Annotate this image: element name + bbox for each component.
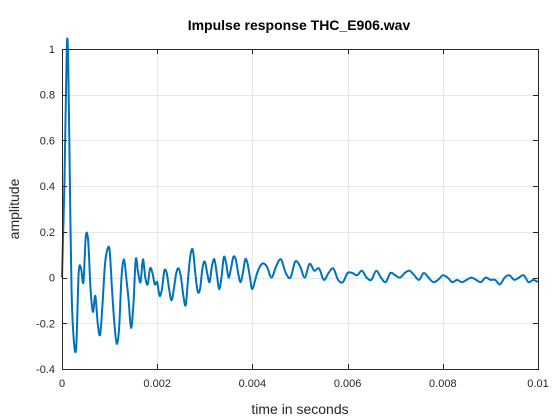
- tick-layer: 0 0.002 0.004 0.006 0.008 0.01 -0.4 -0.2 0 0.2 0.4…: [36, 44, 549, 390]
- plot-area: [62, 49, 538, 369]
- axes-box: [62, 49, 539, 370]
- x-tick-label: 0.004: [239, 378, 267, 390]
- y-tick-label: 0.6: [40, 135, 55, 147]
- x-tick-label: 0.006: [334, 378, 362, 390]
- x-tick-label: 0.008: [429, 378, 457, 390]
- x-tick-label: 0: [59, 378, 65, 390]
- chart-title: Impulse response THC_E906.wav: [188, 17, 411, 33]
- series-layer: [61, 37, 539, 354]
- x-tick-label: 0.01: [527, 378, 548, 390]
- x-axis-label: time in seconds: [251, 401, 348, 417]
- y-tick-label: -0.2: [36, 318, 55, 330]
- impulse-response-line: [61, 37, 539, 354]
- y-tick-label: 0.4: [40, 181, 55, 193]
- y-tick-label: 0: [49, 273, 55, 285]
- y-tick-label: -0.4: [36, 364, 55, 376]
- y-axis-label: amplitude: [6, 178, 22, 239]
- y-tick-label: 0.8: [40, 90, 55, 102]
- y-tick-label: 0.2: [40, 227, 55, 239]
- x-tick-label: 0.002: [143, 378, 171, 390]
- y-tick-label: 1: [49, 44, 55, 56]
